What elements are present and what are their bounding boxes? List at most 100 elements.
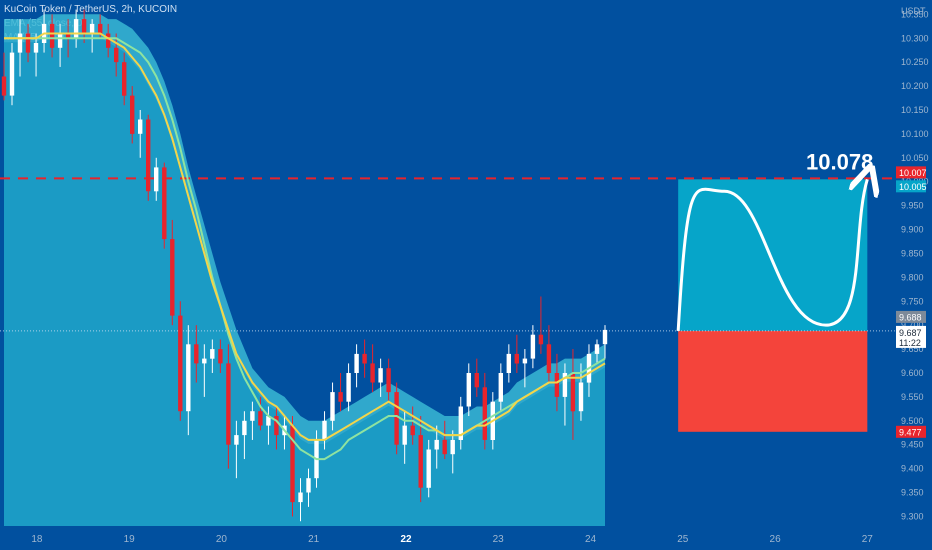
candle-body <box>210 349 215 359</box>
price-tick-label: 10.200 <box>901 81 929 91</box>
price-tick-label: 10.300 <box>901 33 929 43</box>
candle-body <box>170 239 175 316</box>
last-price-box <box>896 325 926 348</box>
candle-body <box>186 344 191 412</box>
candle-body <box>594 344 600 354</box>
price-tick-label: 10.100 <box>901 129 929 139</box>
candle-body <box>1 76 7 96</box>
candle-body <box>218 349 223 364</box>
time-tick-label: 20 <box>216 534 228 545</box>
candle-body <box>466 373 471 407</box>
candle-body <box>578 382 584 412</box>
price-tick-label: 9.600 <box>901 368 924 378</box>
candle-body <box>306 478 311 493</box>
time-tick-label: 21 <box>308 534 320 545</box>
candle-body <box>402 425 407 445</box>
time-axis: 18 19 20 21 22 23 24 25 26 27 <box>31 534 873 545</box>
candle-body <box>194 344 199 364</box>
last-price-tag: 9.687 <box>899 328 922 338</box>
candle-body <box>474 373 479 388</box>
candle-body <box>250 411 255 421</box>
price-tick-label: 10.350 <box>901 9 929 19</box>
candle-body <box>538 334 544 345</box>
time-tick-label: 22 <box>400 534 412 545</box>
price-tick-label: 9.300 <box>901 511 924 521</box>
stop-price-tag-bg <box>896 425 926 438</box>
candle-body <box>514 353 519 364</box>
level-price-tag: 10.007 <box>899 168 927 178</box>
price-tick-label: 9.950 <box>901 201 924 211</box>
candle-body <box>57 33 63 48</box>
candle-body <box>458 406 463 440</box>
target-annotation: 10.078 <box>806 149 873 174</box>
candle-body <box>450 439 455 455</box>
candle-body <box>162 167 167 240</box>
candle-body <box>114 47 119 63</box>
candle-body <box>570 373 576 412</box>
price-tick-label: 10.250 <box>901 57 929 67</box>
price-axis: USDT 9.300 9.350 9.400 9.450 9.500 9.550 9.600 9… <box>901 6 929 521</box>
forecast-curve: 10.078 <box>676 149 873 331</box>
symbol-title[interactable]: KuCoin Token / TetherUS, 2h, KUCOIN <box>4 4 178 15</box>
candle-body <box>98 23 103 34</box>
price-tick-label: 9.800 <box>901 272 924 282</box>
candle-body <box>386 368 391 393</box>
countdown-tag: 11:22 <box>899 338 921 348</box>
candle-body <box>426 449 431 488</box>
target-price-tag-bg <box>896 180 926 193</box>
candle-body <box>346 373 351 402</box>
price-tick-label: 9.500 <box>901 416 924 426</box>
candle-body <box>234 435 239 445</box>
candle-body <box>49 23 55 48</box>
candle-body <box>154 167 159 192</box>
candle-body <box>482 387 487 440</box>
price-tick-label: 10.050 <box>901 153 929 163</box>
time-tick-label: 23 <box>493 534 505 545</box>
last-price-gray-tag: 9.688 <box>899 312 922 322</box>
candle-body <box>290 425 295 503</box>
candle-body <box>362 353 367 364</box>
forecast-zones <box>678 179 868 432</box>
candle-body <box>498 373 503 402</box>
target-zone <box>678 179 868 331</box>
candle-body <box>546 344 552 373</box>
candle-body <box>338 392 343 402</box>
candle-body <box>418 435 423 488</box>
last-price-gray-tag-bg <box>896 310 926 323</box>
candle-body <box>146 119 151 192</box>
price-tick-label: 10.150 <box>901 105 929 115</box>
price-tick-label: 9.700 <box>901 320 924 330</box>
candle-body <box>410 425 415 436</box>
candle-body <box>138 119 143 134</box>
time-tick-label: 18 <box>31 534 43 545</box>
candle-body <box>530 334 536 359</box>
band-area <box>4 14 605 527</box>
candle-body <box>394 392 399 445</box>
candle-body <box>354 353 359 373</box>
candle-body <box>106 33 111 48</box>
band-inner-fill <box>4 37 605 526</box>
price-tick-label: 9.650 <box>901 344 924 354</box>
moving-average-lines <box>4 32 606 461</box>
candle-body <box>442 439 447 455</box>
candle-body <box>81 19 87 34</box>
price-tick-label: 9.400 <box>901 464 924 474</box>
candle-body <box>602 329 608 345</box>
candle-body <box>266 416 271 426</box>
candle-body <box>25 33 31 53</box>
candle-body <box>370 363 375 383</box>
candle-body <box>89 23 95 34</box>
candle-body <box>522 358 528 364</box>
target-price-tag: 10.005 <box>899 182 927 192</box>
candle-body <box>554 373 560 397</box>
stop-price-tag: 9.477 <box>899 427 922 437</box>
candle-body <box>65 33 71 39</box>
candle-body <box>122 62 127 96</box>
stop-zone <box>678 330 868 432</box>
candle-body <box>17 33 23 53</box>
currency-label: USDT <box>901 6 926 16</box>
candle-body <box>298 492 303 503</box>
price-tick-label: 9.550 <box>901 392 924 402</box>
